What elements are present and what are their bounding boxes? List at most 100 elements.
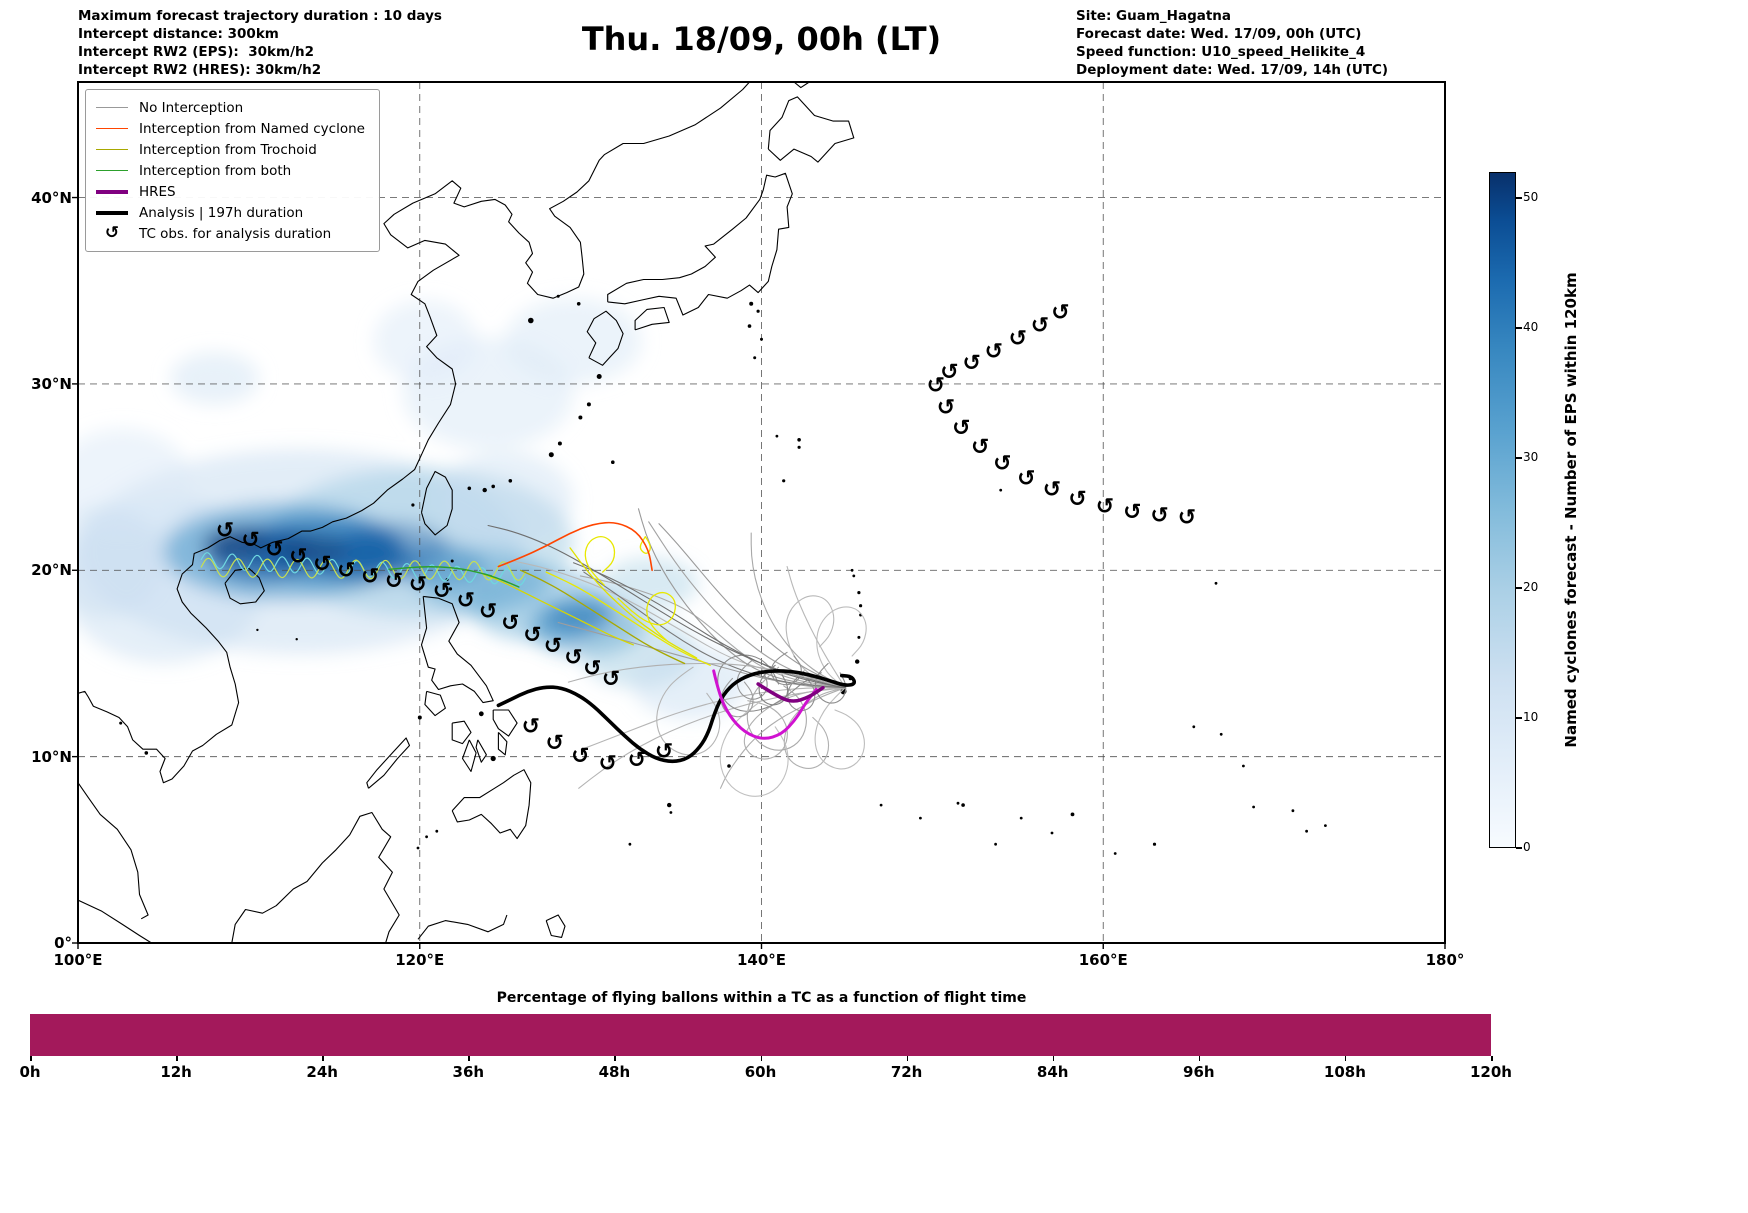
tc-obs-symbol: ↺	[522, 714, 540, 739]
x-tick-label: 100°E	[53, 951, 103, 969]
legend-item: ↺ TC obs. for analysis duration	[96, 223, 365, 244]
island-dot	[857, 591, 861, 595]
tc-obs-symbol: ↺	[952, 416, 970, 441]
trochoid-wave-line	[200, 557, 527, 581]
island-dot	[417, 715, 422, 720]
legend-item: Interception from Named cyclone	[96, 118, 365, 139]
tc-obs-symbol: ↺	[216, 519, 234, 544]
tc-obs-symbol: ↺	[501, 611, 519, 636]
colorbar-tick-mark	[1516, 457, 1522, 459]
island-dot	[556, 294, 560, 298]
tc-obs-symbol: ↺	[598, 752, 616, 777]
header-info-line: Speed function: U10_speed_Helikite_4	[1076, 44, 1366, 60]
island-dot	[548, 452, 554, 458]
island-dot	[782, 479, 786, 483]
x-tick-label: 180°	[1425, 951, 1465, 969]
legend: No Interception Interception from Named c…	[85, 89, 380, 252]
axis-tick-marks	[72, 196, 1446, 949]
x-tick-label: 140°E	[736, 951, 787, 969]
hres-track-line	[756, 682, 825, 703]
island-dot	[961, 803, 965, 807]
legend-item-label: Analysis | 197h duration	[139, 204, 304, 221]
y-tick-label: 40°N	[31, 188, 72, 207]
flight-time-bar	[30, 1014, 1491, 1056]
legend-line-swatch	[96, 107, 128, 108]
legend-line-swatch	[96, 128, 128, 129]
legend-item-label: HRES	[139, 183, 176, 200]
tc-obs-symbol: ↺	[655, 740, 673, 765]
header-info-right: Site: Guam_Hagatna Forecast date: Wed. 17…	[1076, 7, 1388, 79]
header-info-line: Intercept RW2 (HRES): 30km/h2	[78, 62, 322, 78]
y-tick-label: 0°	[54, 934, 72, 952]
eps-trajectories	[200, 508, 867, 797]
tc-obs-symbol: ↺	[457, 589, 475, 614]
island-dot	[850, 568, 854, 572]
bottom-chart-title: Percentage of flying ballons within a TC…	[496, 990, 1027, 1006]
island-dot	[628, 842, 632, 846]
x-tick-label: 160°E	[1078, 951, 1128, 969]
tc-obs-symbol: ↺	[985, 340, 1003, 365]
colorbar-tick-mark	[1516, 847, 1522, 849]
island-dot	[749, 301, 754, 306]
bottom-axis-tick-mark	[1344, 1056, 1347, 1061]
tc-obs-symbol: ↺	[241, 528, 259, 553]
tc-obs-symbol: ↺	[313, 552, 331, 577]
tc-obs-symbol: ↺	[544, 634, 562, 659]
y-tick-label: 10°N	[31, 747, 72, 766]
island-dot	[727, 764, 731, 768]
tc-obs-symbol: ↺	[289, 545, 307, 570]
island-dot	[508, 479, 513, 483]
tc-obs-symbol: ↺	[1043, 478, 1061, 503]
tc-obs-symbol: ↺	[937, 396, 955, 421]
island-dot	[1050, 831, 1054, 835]
header-info-line: Intercept distance: 300km	[78, 26, 279, 42]
tc-obs-symbol: ↺	[385, 569, 403, 594]
map-panel: ↺ ↺ ↺ ↺ ↺ ↺ ↺ ↺ ↺ ↺ ↺ ↺ ↺ ↺ ↺ ↺ ↺ ↺ ↺ ↺ ↺ ↺ ↺ ↺ ↺ ↺ ↺ ↺ ↺ ↺ ↺ ↺ ↺ ↺ ↺ ↺ ↺ ↺ ↺ ↺…	[72, 81, 1446, 949]
island-dot	[1152, 842, 1157, 846]
tc-obs-symbol: ↺	[993, 452, 1011, 477]
tc-obs-symbol-icon: ↺	[104, 223, 120, 243]
tc-obs-symbol: ↺	[479, 600, 497, 625]
island-dot	[1324, 824, 1327, 827]
island-dot	[1192, 725, 1196, 729]
y-tick-label: 20°N	[31, 561, 72, 580]
island-dot	[119, 721, 123, 725]
bottom-axis-tick-mark	[468, 1056, 470, 1061]
island-dot	[999, 488, 1003, 492]
legend-item-label: Interception from both	[139, 162, 292, 179]
island-dot	[747, 324, 752, 328]
legend-line-swatch	[96, 170, 128, 171]
y-tick-label: 30°N	[31, 374, 72, 393]
tc-obs-symbol: ↺	[545, 731, 563, 756]
island-dot	[578, 415, 583, 420]
colorbar-tick-mark	[1516, 327, 1522, 329]
island-dot	[667, 802, 672, 808]
bottom-axis-tick-label: 36h	[452, 1063, 485, 1081]
colorbar-label: Named cyclones forecast - Number of EPS …	[1562, 272, 1580, 748]
tc-obs-symbol: ↺	[602, 667, 620, 692]
island-dot	[557, 441, 562, 446]
island-dot	[586, 402, 591, 407]
island-dot	[797, 438, 801, 442]
island-dot	[956, 801, 960, 805]
bottom-axis-tick-mark	[906, 1056, 909, 1061]
legend-item-label: Interception from Named cyclone	[139, 120, 365, 137]
legend-item-label: Interception from Trochoid	[139, 141, 317, 158]
tc-obs-symbol: ↺	[1009, 327, 1027, 352]
tc-obs-symbol: ↺	[1031, 314, 1049, 339]
island-dot	[760, 337, 763, 341]
island-dot	[491, 484, 496, 489]
map-canvas: ↺ ↺ ↺ ↺ ↺ ↺ ↺ ↺ ↺ ↺ ↺ ↺ ↺ ↺ ↺ ↺ ↺ ↺↺↺↺ ↺ ↺ ↺↺↺↺↺↺↺↺↺↺↺↺↺↺ ↺ ↺↺…	[72, 81, 1446, 949]
colorbar-tick-label: 30	[1523, 450, 1539, 464]
bottom-axis-tick-mark	[1198, 1056, 1201, 1061]
colorbar	[1489, 172, 1516, 848]
legend-item-label: TC obs. for analysis duration	[139, 225, 332, 242]
hres-track-line	[712, 669, 818, 740]
legend-item: No Interception	[96, 97, 365, 118]
tc-obs-symbols: ↺ ↺ ↺ ↺ ↺ ↺ ↺ ↺ ↺ ↺ ↺ ↺ ↺ ↺ ↺ ↺ ↺ ↺↺↺↺ ↺ ↺ ↺↺↺↺↺↺↺↺↺↺↺↺↺↺ ↺ ↺↺…	[216, 301, 1196, 777]
tc-obs-symbol: ↺	[265, 537, 283, 562]
bottom-axis-tick-label: 108h	[1323, 1063, 1366, 1081]
colorbar-tick-mark	[1516, 197, 1522, 199]
island-dot	[425, 835, 428, 839]
island-dot	[859, 604, 863, 608]
